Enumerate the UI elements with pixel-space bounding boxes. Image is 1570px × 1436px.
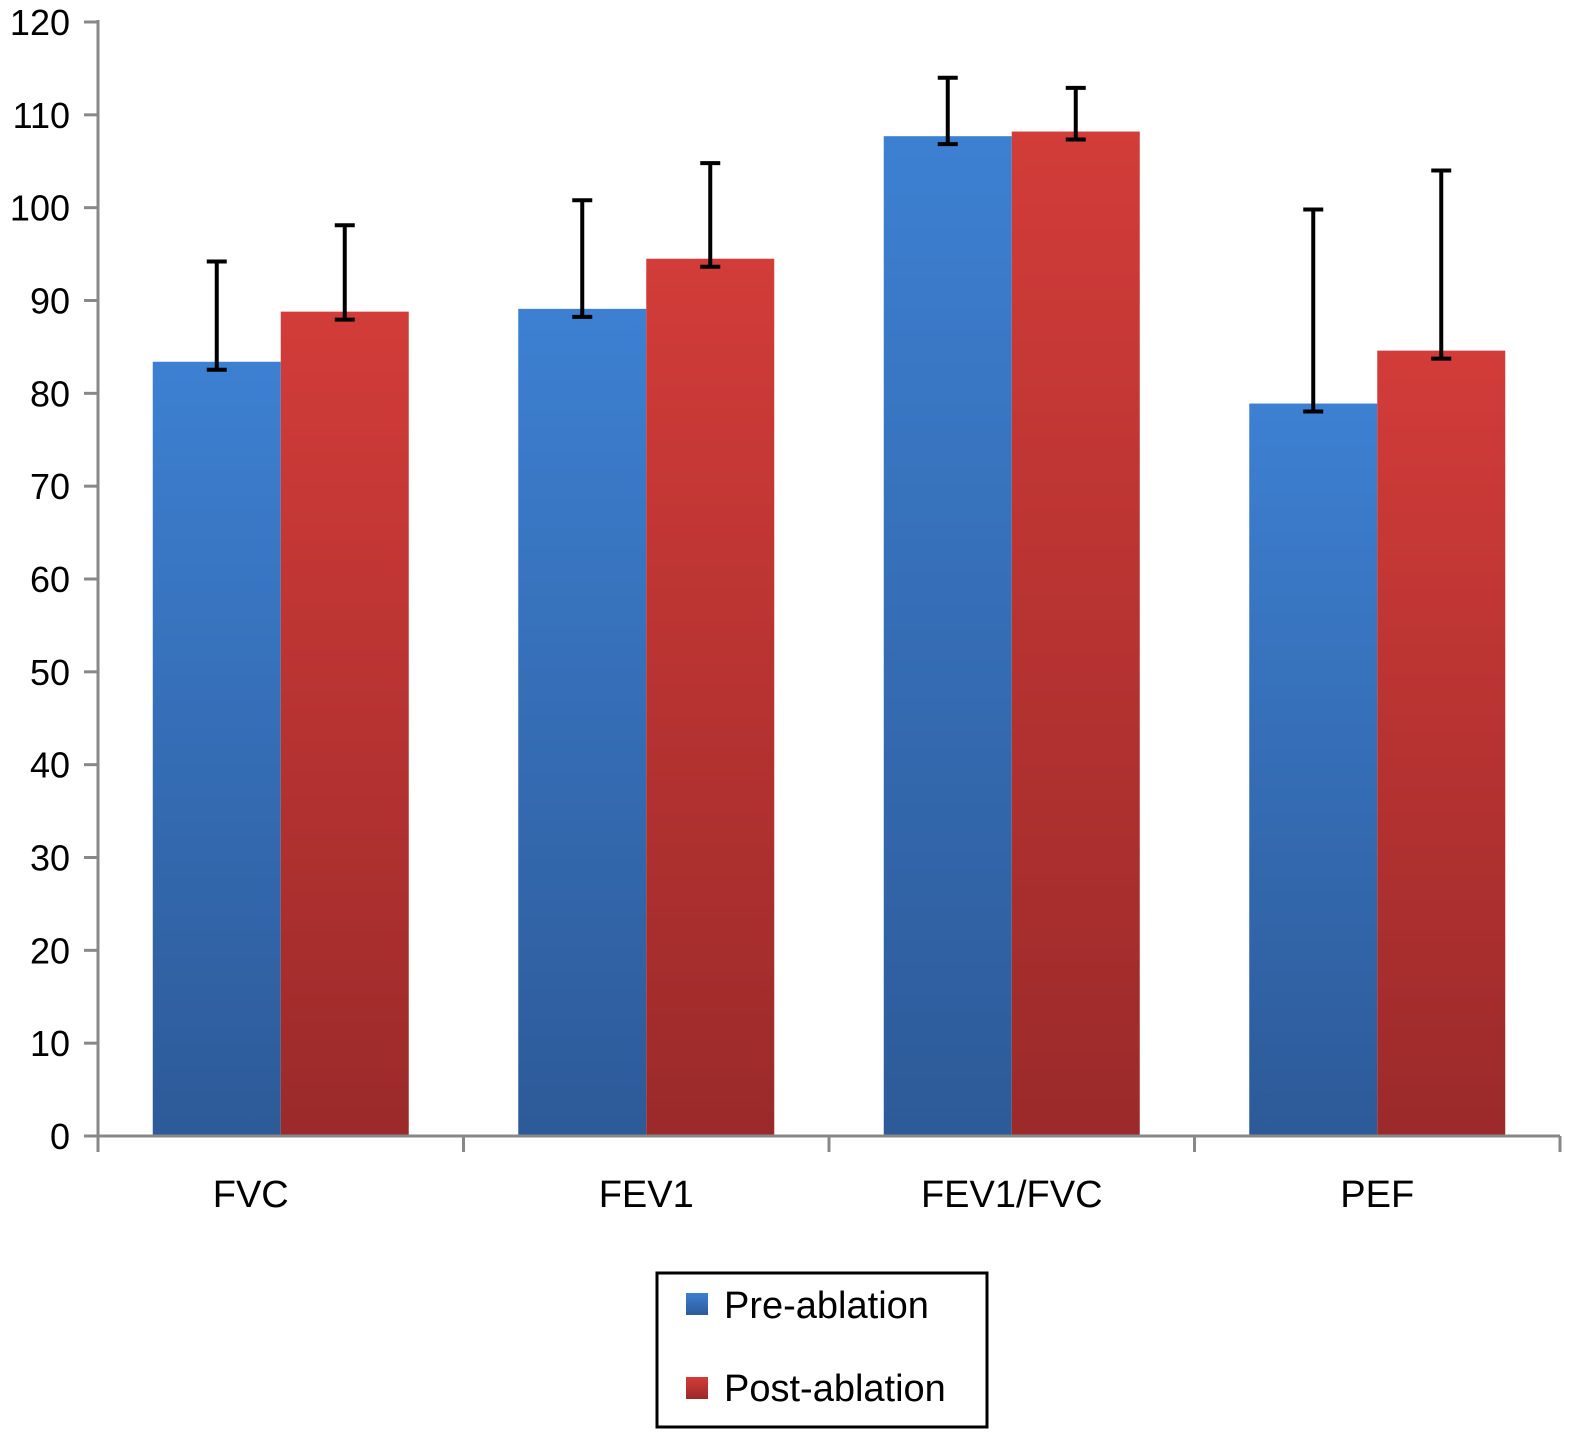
bar-post-ablation-pef bbox=[1377, 350, 1506, 1136]
legend-swatch-post-ablation bbox=[686, 1377, 708, 1399]
error-bar bbox=[700, 161, 721, 269]
error-bar bbox=[1431, 168, 1452, 361]
y-tick-label: 120 bbox=[10, 2, 70, 43]
legend: Pre-ablation Post-ablation bbox=[655, 1271, 989, 1429]
error-bar bbox=[334, 223, 355, 322]
bar-pre-ablation-fev1-fvc bbox=[883, 136, 1012, 1136]
legend-label-post-ablation: Post-ablation bbox=[724, 1368, 946, 1410]
y-tick-label: 60 bbox=[30, 559, 70, 600]
y-tick-label: 90 bbox=[30, 281, 70, 322]
bar-pre-ablation-fev1 bbox=[518, 308, 647, 1137]
legend-label-pre-ablation: Pre-ablation bbox=[724, 1285, 929, 1327]
bar-pre-ablation-pef bbox=[1249, 403, 1378, 1136]
y-tick-label: 100 bbox=[10, 188, 70, 229]
x-tick-label: FVC bbox=[213, 1174, 289, 1216]
y-tick-label: 80 bbox=[30, 373, 70, 414]
error-bar bbox=[206, 259, 227, 372]
error-bar bbox=[572, 198, 593, 319]
y-tick-label: 110 bbox=[13, 95, 70, 136]
bar-post-ablation-fev1-fvc bbox=[1011, 131, 1140, 1136]
bar-pre-ablation-fvc bbox=[152, 361, 281, 1136]
error-bar bbox=[1303, 207, 1324, 414]
y-tick-label: 10 bbox=[30, 1023, 70, 1064]
y-tick-label: 50 bbox=[30, 652, 70, 693]
y-tick-label: 30 bbox=[30, 838, 70, 879]
x-tick-label: FEV1 bbox=[599, 1174, 694, 1216]
y-tick-label: 0 bbox=[50, 1116, 70, 1157]
y-tick-label: 20 bbox=[30, 930, 70, 971]
bar-post-ablation-fvc bbox=[280, 311, 409, 1136]
legend-box bbox=[655, 1271, 989, 1429]
error-bar bbox=[1065, 85, 1086, 142]
y-tick-label: 70 bbox=[30, 466, 70, 507]
x-tick-label: PEF bbox=[1340, 1174, 1414, 1216]
y-tick-label: 40 bbox=[30, 745, 70, 786]
error-bar bbox=[937, 75, 958, 147]
legend-swatch-pre-ablation bbox=[686, 1293, 708, 1315]
x-tick-label: FEV1/FVC bbox=[921, 1174, 1103, 1216]
bar-post-ablation-fev1 bbox=[646, 258, 775, 1137]
